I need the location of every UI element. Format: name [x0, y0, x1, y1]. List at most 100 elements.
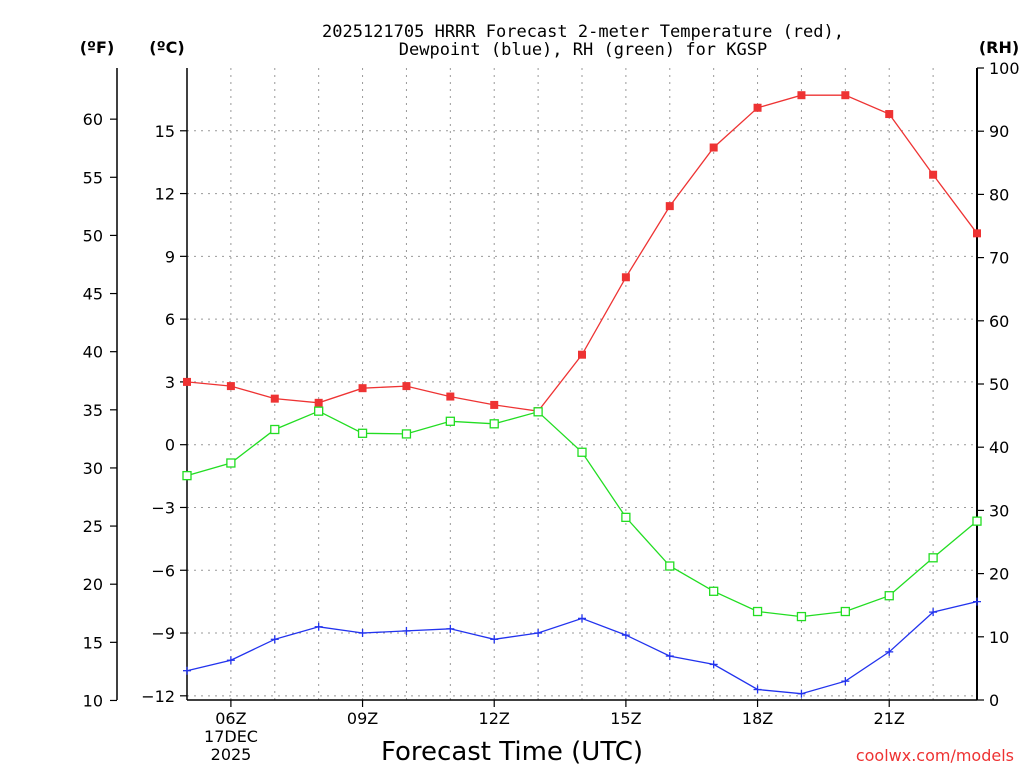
temperature-point [929, 170, 938, 179]
temperature-point [358, 384, 367, 393]
rh-point [357, 428, 368, 438]
fahrenheit-axis-ticks: 60 55 50 45 40 35 30 25 20 15 10 [83, 110, 117, 710]
temperature-point [797, 91, 806, 100]
chart-title-line1: 2025121705 HRRR Forecast 2-meter Tempera… [322, 22, 844, 42]
date-label-day: 17DEC [204, 727, 258, 746]
temperature-point [885, 110, 894, 119]
credit-link[interactable]: coolwx.com/models [856, 746, 1014, 765]
rh-tick-label: 30 [989, 501, 1009, 520]
dewpoint-point [709, 660, 718, 669]
time-tick-label: 21Z [874, 709, 905, 728]
rh-point [401, 429, 412, 439]
rh-unit-label: (RH) [979, 38, 1019, 57]
rh-point [577, 447, 587, 457]
time-tick-label: 15Z [610, 709, 641, 728]
temperature-point [665, 202, 674, 211]
celsius-tick-label: 0 [165, 436, 175, 455]
fahrenheit-tick-label: 50 [83, 226, 103, 245]
rh-tick-label: 90 [989, 122, 1009, 141]
celsius-tick-label: −12 [141, 687, 175, 706]
celsius-tick-label: 9 [165, 247, 175, 266]
rh-point [665, 561, 675, 571]
dewpoint-point [446, 624, 455, 633]
rh-point [182, 470, 192, 481]
dewpoint-point [314, 622, 323, 631]
axes [116, 68, 978, 701]
rh-tick-label: 50 [989, 375, 1009, 394]
temperature-point [270, 394, 279, 403]
time-tick-label: 18Z [742, 709, 773, 728]
temperature-point [226, 382, 235, 391]
dewpoint-point [665, 652, 674, 661]
temperature-point [578, 350, 586, 359]
time-tick-label: 12Z [479, 709, 510, 728]
temperature-point [402, 382, 411, 391]
rh-tick-label: 20 [989, 565, 1009, 584]
grid-lines [187, 68, 977, 700]
rh-tick-label: 80 [989, 185, 1009, 204]
temperature-point [621, 273, 630, 282]
celsius-tick-label: 3 [165, 373, 175, 392]
rh-tick-label: 60 [989, 312, 1009, 331]
celsius-tick-label: −9 [151, 624, 175, 643]
celsius-tick-label: 6 [165, 310, 175, 329]
temperature-point [973, 229, 981, 238]
temperature-point [753, 103, 762, 112]
rh-point [533, 407, 543, 417]
rh-point [270, 424, 280, 435]
celsius-axis-ticks: 15 12 9 6 3 0 −3 −6 −9 −12 [141, 122, 187, 706]
series-layer [182, 91, 982, 698]
time-tick-label: 09Z [347, 709, 378, 728]
fahrenheit-tick-label: 25 [83, 517, 103, 536]
dewpoint-point [402, 626, 411, 635]
dewpoint-point [578, 614, 586, 623]
rh-point [928, 553, 938, 563]
rh-point [709, 586, 719, 596]
temperature-point [841, 91, 850, 100]
x-axis-title: Forecast Time (UTC) [381, 737, 643, 767]
rh-line [186, 410, 978, 618]
series-temperature [183, 91, 981, 416]
dewpoint-point [534, 629, 543, 638]
fahrenheit-tick-label: 60 [83, 110, 103, 129]
rh-point [314, 406, 324, 416]
celsius-tick-label: 15 [155, 122, 175, 141]
time-axis-ticks: 06Z 09Z 12Z 15Z 18Z 21Z [215, 700, 905, 728]
celsius-tick-label: −3 [151, 498, 175, 517]
rh-point [796, 611, 807, 622]
rh-point [621, 512, 631, 523]
fahrenheit-tick-label: 55 [83, 168, 103, 187]
temperature-point [183, 377, 191, 386]
fahrenheit-tick-label: 45 [83, 285, 103, 304]
rh-tick-label: 10 [989, 628, 1009, 647]
celsius-unit-label: (ºC) [149, 38, 184, 57]
rh-point [489, 419, 499, 429]
dewpoint-point [753, 685, 762, 694]
temperature-point [314, 398, 323, 407]
fahrenheit-tick-label: 35 [83, 401, 103, 420]
dewpoint-point [490, 635, 499, 644]
temperature-point [490, 400, 499, 409]
dewpoint-point [621, 631, 630, 640]
time-tick-label: 06Z [215, 709, 246, 728]
fahrenheit-tick-label: 20 [83, 575, 103, 594]
fahrenheit-tick-label: 30 [83, 459, 103, 478]
rh-point [840, 606, 850, 617]
fahrenheit-unit-label: (ºF) [80, 38, 115, 57]
chart-title-line2: Dewpoint (blue), RH (green) for KGSP [399, 40, 767, 60]
dewpoint-point [358, 629, 367, 638]
rh-tick-label: 0 [989, 691, 999, 710]
rh-point [445, 416, 455, 426]
rh-tick-label: 40 [989, 438, 1009, 457]
dewpoint-point [270, 635, 279, 644]
rh-point [752, 606, 763, 617]
celsius-tick-label: −6 [151, 561, 175, 580]
rh-point [972, 516, 982, 526]
fahrenheit-tick-label: 40 [83, 343, 103, 362]
dewpoint-point [797, 689, 806, 698]
dewpoint-point [841, 677, 850, 686]
rh-tick-label: 70 [989, 249, 1009, 268]
fahrenheit-tick-label: 10 [83, 691, 103, 710]
